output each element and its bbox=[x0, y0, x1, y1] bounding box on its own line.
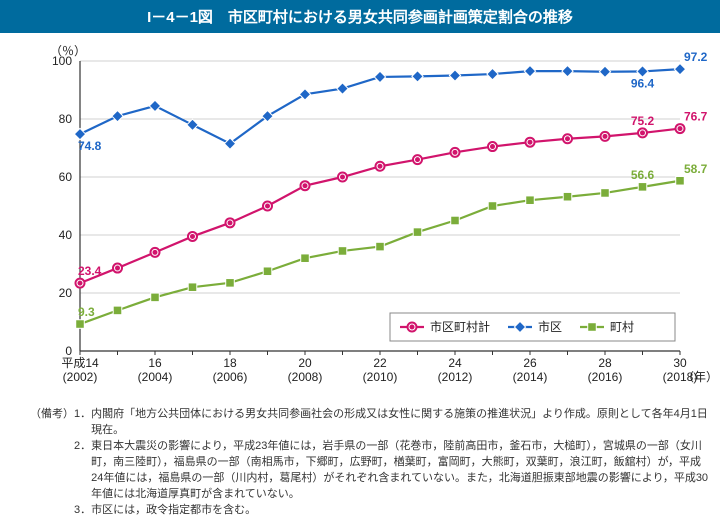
svg-text:(2010): (2010) bbox=[363, 370, 398, 384]
svg-text:平成14: 平成14 bbox=[61, 356, 99, 370]
svg-text:80: 80 bbox=[59, 112, 73, 126]
footnote-body: 内閣府「地方公共団体における男女共同参画社会の形成又は女性に関する施策の推進状況… bbox=[91, 407, 710, 439]
footnote-lead: （備考） bbox=[30, 407, 74, 439]
svg-text:（年）: （年） bbox=[682, 370, 710, 384]
svg-text:（％）: （％） bbox=[50, 44, 86, 58]
svg-text:16: 16 bbox=[148, 356, 162, 370]
chart-title: I－4－1図 市区町村における男女共同参画計画策定割合の推移 bbox=[0, 0, 720, 33]
svg-text:30: 30 bbox=[673, 356, 687, 370]
line-chart: 020406080100（％）平成14(2002)16(2004)18(2006… bbox=[30, 41, 710, 401]
svg-text:(2006): (2006) bbox=[213, 370, 248, 384]
svg-text:28: 28 bbox=[598, 356, 612, 370]
svg-text:26: 26 bbox=[523, 356, 537, 370]
svg-text:(2016): (2016) bbox=[588, 370, 623, 384]
svg-text:56.6: 56.6 bbox=[631, 168, 655, 182]
svg-text:20: 20 bbox=[298, 356, 312, 370]
svg-text:9.3: 9.3 bbox=[78, 305, 95, 319]
svg-text:(2002): (2002) bbox=[63, 370, 98, 384]
footnotes: （備考） 1． 内閣府「地方公共団体における男女共同参画社会の形成又は女性に関す… bbox=[30, 401, 710, 519]
footnote-number: 2． bbox=[74, 439, 91, 503]
svg-text:町村: 町村 bbox=[610, 320, 634, 334]
footnote-spacer bbox=[30, 503, 74, 519]
svg-text:市区町村計: 市区町村計 bbox=[430, 319, 490, 334]
svg-text:58.7: 58.7 bbox=[684, 162, 708, 176]
svg-text:市区: 市区 bbox=[538, 319, 562, 334]
svg-text:40: 40 bbox=[59, 228, 73, 242]
svg-text:97.2: 97.2 bbox=[684, 50, 708, 64]
svg-text:(2012): (2012) bbox=[438, 370, 473, 384]
svg-text:20: 20 bbox=[59, 286, 73, 300]
footnote-number: 3． bbox=[74, 503, 91, 519]
svg-text:(2008): (2008) bbox=[288, 370, 323, 384]
svg-text:76.7: 76.7 bbox=[684, 110, 708, 124]
footnote-body: 市区には，政令指定都市を含む。 bbox=[91, 503, 710, 519]
svg-text:74.8: 74.8 bbox=[78, 139, 102, 153]
svg-text:24: 24 bbox=[448, 356, 462, 370]
svg-text:75.2: 75.2 bbox=[631, 114, 655, 128]
chart-area: 020406080100（％）平成14(2002)16(2004)18(2006… bbox=[30, 41, 710, 401]
svg-text:(2004): (2004) bbox=[138, 370, 173, 384]
svg-text:23.4: 23.4 bbox=[78, 264, 102, 278]
svg-text:(2014): (2014) bbox=[513, 370, 548, 384]
footnote-body: 東日本大震災の影響により，平成23年値には，岩手県の一部（花巻市，陸前高田市，釜… bbox=[91, 439, 710, 503]
svg-text:96.4: 96.4 bbox=[631, 76, 655, 90]
svg-text:60: 60 bbox=[59, 170, 73, 184]
footnote-spacer bbox=[30, 439, 74, 503]
svg-text:22: 22 bbox=[373, 356, 387, 370]
svg-text:18: 18 bbox=[223, 356, 237, 370]
footnote-number: 1． bbox=[74, 407, 91, 439]
